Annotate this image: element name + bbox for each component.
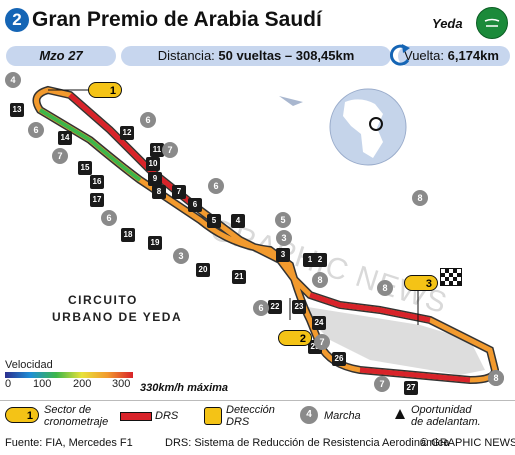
- corner-22: 22: [268, 300, 282, 314]
- page-title: Gran Premio de Arabia Saudí: [32, 8, 322, 31]
- gear-marker: 8: [377, 280, 393, 296]
- corner-15: 15: [78, 161, 92, 175]
- legend-sector-icon: 1: [5, 407, 39, 423]
- corner-2: 2: [313, 253, 327, 267]
- corner-3: 3: [276, 248, 290, 262]
- legend-gear-icon: 4: [300, 406, 318, 424]
- drs-zone-2: [309, 292, 431, 323]
- corner-10: 10: [146, 157, 160, 171]
- corner-27: 27: [404, 381, 418, 395]
- corner-11: 11: [150, 143, 164, 157]
- sector-badge-2: 2: [278, 330, 312, 346]
- gear-marker: 7: [52, 148, 68, 164]
- corner-8: 8: [152, 185, 166, 199]
- corner-24: 24: [312, 316, 326, 330]
- gear-marker: 3: [173, 248, 189, 264]
- gear-marker: 6: [28, 122, 44, 138]
- legend-overtake-icon: [395, 409, 405, 419]
- speed-tick-100: 100: [33, 378, 52, 390]
- legend-detection-label: Detección DRS: [226, 404, 275, 428]
- corner-26: 26: [332, 352, 346, 366]
- gear-marker: 7: [162, 142, 178, 158]
- corner-20: 20: [196, 263, 210, 277]
- drs-note: DRS: Sistema de Reducción de Resistencia…: [165, 437, 450, 449]
- gear-marker: 6: [253, 300, 269, 316]
- corner-23: 23: [292, 300, 306, 314]
- legend-drs-label: DRS: [155, 410, 179, 422]
- location-marker: [369, 117, 383, 131]
- gear-marker: 8: [312, 272, 328, 288]
- speed-tick-200: 200: [73, 378, 92, 390]
- corner-4: 4: [231, 214, 245, 228]
- north-arrow-icon: [279, 96, 303, 106]
- max-speed-label: 330km/h máxima: [140, 382, 229, 394]
- race-date: Mzo 27: [6, 46, 116, 66]
- corner-5: 5: [207, 214, 221, 228]
- gear-marker: 7: [374, 376, 390, 392]
- city-label: Yeda: [432, 16, 463, 31]
- copyright: © GRAPHIC NEWS: [420, 437, 515, 449]
- corner-14: 14: [58, 131, 72, 145]
- sector-badge-1: 1: [88, 82, 122, 98]
- legend-drs-icon: [120, 412, 152, 421]
- gear-marker: 8: [412, 190, 428, 206]
- gear-marker: 6: [101, 210, 117, 226]
- speed-scale-bar: [5, 372, 133, 378]
- track-infield: [295, 305, 485, 375]
- speed-tick-0: 0: [5, 378, 12, 390]
- corner-16: 16: [90, 175, 104, 189]
- sector-badge-3: 3: [404, 275, 438, 291]
- corner-12: 12: [120, 126, 134, 140]
- finish-flag-icon: [440, 268, 462, 286]
- gear-marker: 4: [5, 72, 21, 88]
- lap-value: 6,174km: [447, 48, 499, 63]
- legend-detection-icon: [204, 407, 222, 425]
- locator-globe: [279, 88, 407, 166]
- lap-length: Vuelta: 6,174km: [398, 46, 510, 66]
- corner-7: 7: [172, 185, 186, 199]
- gear-marker: 6: [140, 112, 156, 128]
- speed-scale-title: Velocidad: [5, 359, 53, 371]
- gear-marker: 6: [208, 178, 224, 194]
- gear-marker: 8: [488, 370, 504, 386]
- drs-zone-3: [359, 367, 471, 383]
- gear-marker: 3: [276, 230, 292, 246]
- legend-gear-label: Marcha: [324, 410, 361, 422]
- gear-marker: 7: [314, 334, 330, 350]
- lap-direction-icon: [390, 44, 410, 66]
- corner-6: 6: [188, 198, 202, 212]
- lap-label: Vuelta:: [404, 48, 444, 63]
- track-slow-section: [38, 108, 142, 182]
- corner-19: 19: [148, 236, 162, 250]
- speed-tick-300: 300: [112, 378, 131, 390]
- corner-17: 17: [90, 193, 104, 207]
- round-badge: 2: [5, 8, 29, 32]
- circuit-name: CIRCUITO URBANO DE YEDA: [52, 293, 183, 324]
- legend-overtake-label: Oportunidad de adelantam.: [411, 404, 481, 428]
- track-map: [32, 85, 500, 385]
- corner-9: 9: [148, 172, 162, 186]
- legend: [0, 400, 515, 433]
- corner-18: 18: [121, 228, 135, 242]
- legend-sector-label: Sector de cronometraje: [44, 404, 109, 428]
- race-distance: Distancia: 50 vueltas – 308,45km: [121, 46, 391, 66]
- corner-13: 13: [10, 103, 24, 117]
- source-note: Fuente: FIA, Mercedes F1: [5, 437, 133, 449]
- saudi-flag-icon: [476, 7, 508, 39]
- gear-marker: 5: [275, 212, 291, 228]
- distance-value: 50 vueltas – 308,45km: [218, 48, 355, 63]
- corner-21: 21: [232, 270, 246, 284]
- distance-label: Distancia:: [157, 48, 215, 63]
